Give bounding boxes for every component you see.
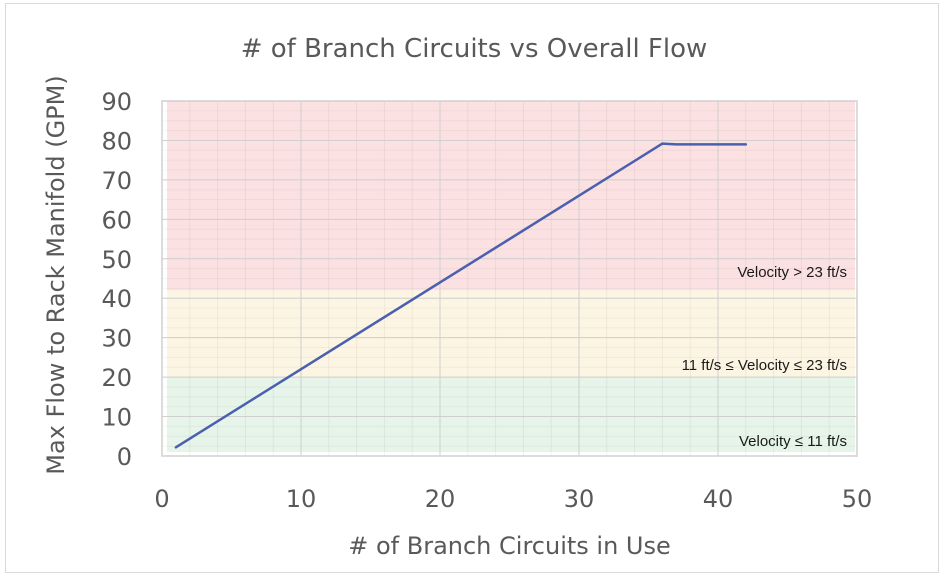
chart-title: # of Branch Circuits vs Overall Flow xyxy=(240,34,708,64)
y-tick-label: 20 xyxy=(101,364,132,392)
plot-border xyxy=(161,100,858,457)
x-tick-label: 50 xyxy=(842,485,873,513)
y-tick-label: 0 xyxy=(117,443,132,471)
velocity-band xyxy=(167,290,855,378)
x-axis-label: # of Branch Circuits in Use xyxy=(348,532,671,560)
band-label: Velocity ≤ 11 ft/s xyxy=(739,433,847,450)
y-tick-label: 40 xyxy=(101,285,132,313)
y-tick-label: 50 xyxy=(101,246,132,274)
x-tick-label: 0 xyxy=(154,485,169,513)
band-label: 11 ft/s ≤ Velocity ≤ 23 ft/s xyxy=(682,357,847,374)
y-tick-label: 10 xyxy=(101,404,132,432)
y-tick-label: 70 xyxy=(101,167,132,195)
data-line xyxy=(174,142,748,449)
y-tick-label: 30 xyxy=(101,325,132,353)
y-tick-label: 80 xyxy=(101,127,132,155)
y-tick-label: 60 xyxy=(101,206,132,234)
x-tick-label: 20 xyxy=(425,485,456,513)
x-tick-label: 10 xyxy=(286,485,317,513)
x-tick-label: 40 xyxy=(703,485,734,513)
band-label: Velocity > 23 ft/s xyxy=(737,264,847,281)
velocity-band xyxy=(167,377,855,452)
velocity-band xyxy=(167,101,855,291)
y-tick-label: 90 xyxy=(101,88,132,116)
x-tick-label: 30 xyxy=(564,485,595,513)
